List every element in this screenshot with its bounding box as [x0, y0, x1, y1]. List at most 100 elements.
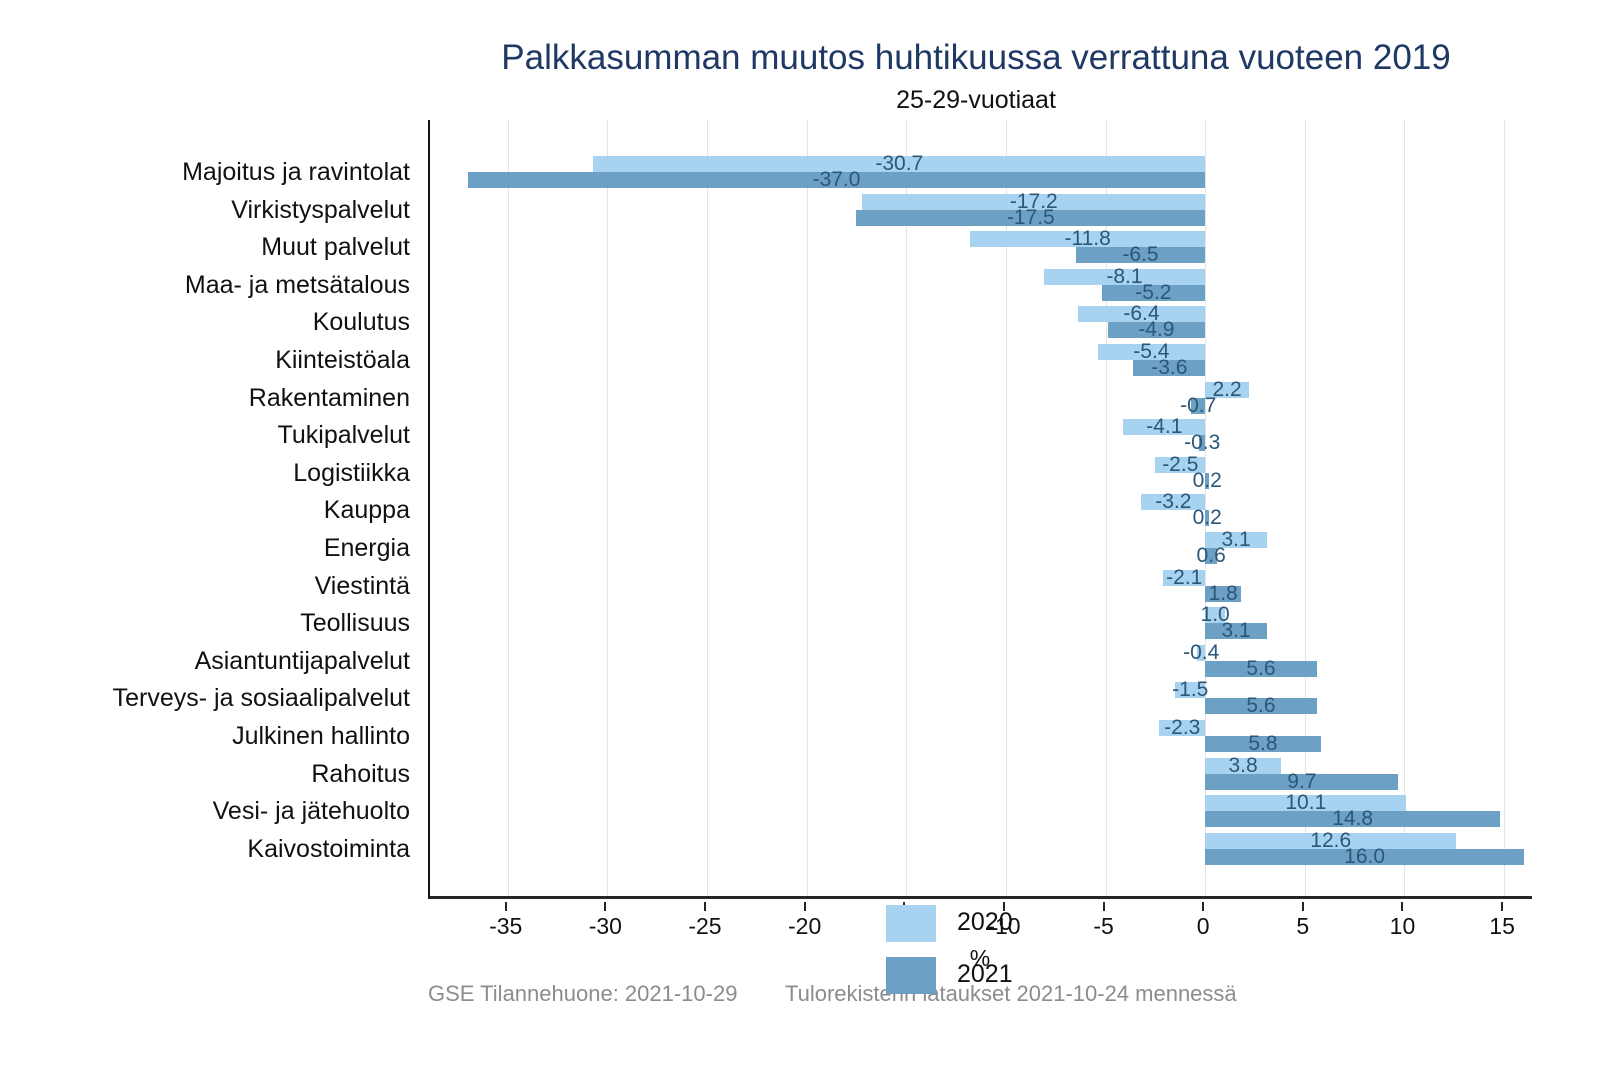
value-label-2020-1: -30.7: [875, 152, 924, 175]
category-label-3: Muut palvelut: [261, 233, 410, 262]
bar-2021-15: [1205, 698, 1317, 715]
bar-2020-13: [1205, 607, 1226, 624]
tick-mark-10: [1401, 902, 1404, 911]
tick-mark-0: [1202, 902, 1205, 911]
category-label-19: Kaivostoiminta: [247, 834, 410, 863]
category-label-13: Teollisuus: [300, 609, 410, 638]
footer-source-right: Tulorekisterin lataukset 2021-10-24 menn…: [785, 981, 1237, 1006]
gridline--15: [906, 120, 908, 896]
gridline-10: [1404, 120, 1406, 896]
tick-mark--25: [703, 902, 706, 911]
value-label-2020-9: -2.5: [1162, 452, 1199, 476]
value-label-2020-16: -2.3: [1164, 716, 1201, 739]
tick-label--25: -25: [688, 913, 722, 939]
tick-mark--30: [604, 902, 607, 911]
bar-2021-9: [1205, 472, 1210, 489]
value-label-2020-3: -11.8: [1064, 227, 1111, 251]
bar-2020-10: [1141, 494, 1206, 511]
legend-label-2020: 2020: [957, 908, 1013, 936]
category-label-16: Julkinen hallinto: [232, 722, 410, 750]
chart-title: Palkkasumman muutos huhtikuussa verrattu…: [501, 38, 1451, 77]
category-label-6: Kiinteistöala: [275, 346, 410, 374]
bar-2020-8: [1123, 419, 1206, 436]
value-label-2021-15: 5.6: [1246, 694, 1276, 718]
bar-2020-6: [1097, 344, 1206, 360]
value-label-2021-12: 1.8: [1208, 581, 1238, 605]
value-label-2021-14: 5.6: [1246, 656, 1276, 680]
value-label-2021-9: 0.2: [1192, 468, 1222, 492]
category-label-7: Rakentaminen: [248, 383, 410, 412]
value-label-2020-17: 3.8: [1228, 753, 1258, 777]
value-label-2021-18: 14.8: [1332, 807, 1374, 831]
bar-2021-16: [1205, 736, 1321, 752]
value-label-2021-7: -0.7: [1180, 393, 1217, 417]
gridline-5: [1304, 120, 1306, 896]
value-label-2020-12: -2.1: [1166, 565, 1203, 589]
value-label-2020-5: -6.4: [1123, 302, 1160, 326]
bar-2020-3: [970, 231, 1206, 248]
category-label-1: Majoitus ja ravintolat: [182, 158, 410, 186]
gridline--25: [706, 120, 708, 896]
tick-mark-5: [1301, 902, 1304, 911]
bar-2021-8: [1199, 435, 1206, 452]
bar-2020-12: [1163, 569, 1206, 586]
category-label-14: Asiantuntijapalvelut: [194, 646, 410, 675]
value-label-2020-14: -0.4: [1183, 640, 1220, 664]
bar-2020-7: [1205, 381, 1250, 398]
value-label-2021-2: -17.5: [1006, 205, 1055, 229]
value-label-2020-8: -4.1: [1146, 415, 1183, 439]
category-label-9: Logistiikka: [293, 458, 410, 487]
y-axis-category-labels: Majoitus ja ravintolat Virkistyspalvelut M…: [0, 120, 410, 899]
bar-2020-15: [1175, 682, 1206, 699]
value-label-2020-7: 2.2: [1212, 377, 1242, 401]
category-label-12: Viestintä: [314, 571, 410, 600]
bar-2020-19: [1205, 832, 1457, 849]
bar-2020-5: [1077, 306, 1206, 323]
tick-label--30: -30: [588, 913, 622, 939]
value-label-2021-5: -4.9: [1138, 318, 1175, 342]
gridline--20: [806, 120, 808, 896]
chart-subtitle: 25-29-vuotiaat: [896, 86, 1056, 114]
plot-area: 2020 2021 -30.7 -37.0 -17.2 -17.5 -11.8 -6.5-…: [428, 120, 1532, 994]
tick-mark-15: [1501, 902, 1504, 911]
gridline--30: [607, 120, 609, 896]
category-label-8: Tukipalvelut: [277, 421, 410, 450]
tick-mark--20: [803, 902, 806, 911]
tick-label-15: 15: [1489, 913, 1515, 939]
tick-mark--5: [1102, 902, 1105, 911]
bar-2020-16: [1159, 720, 1206, 736]
bar-2021-11: [1205, 548, 1218, 564]
value-label-2020-13: 1.0: [1200, 603, 1230, 627]
value-label-2021-6: -3.6: [1151, 356, 1188, 379]
category-label-17: Rahoitus: [311, 759, 410, 788]
category-label-5: Koulutus: [312, 308, 410, 337]
value-label-2020-2: -17.2: [1009, 189, 1058, 213]
value-label-2020-18: 10.1: [1285, 791, 1327, 815]
category-label-18: Vesi- ja jätehuolto: [212, 797, 410, 826]
bar-2021-1: [467, 172, 1206, 188]
value-label-2020-19: 12.6: [1310, 828, 1352, 852]
bar-2021-17: [1205, 773, 1399, 790]
value-label-2021-13: 3.1: [1221, 619, 1251, 643]
value-label-2021-10: 0.2: [1192, 506, 1222, 530]
bar-2021-12: [1205, 585, 1242, 602]
gridline--35: [507, 120, 509, 896]
category-label-11: Energia: [323, 534, 410, 562]
gridline-15: [1504, 120, 1506, 896]
tick-label--5: -5: [1093, 913, 1114, 939]
bar-2020-17: [1205, 757, 1281, 774]
bar-2021-14: [1205, 660, 1317, 677]
value-label-2020-6: -5.4: [1133, 340, 1170, 363]
legend-swatch-2020: [886, 905, 936, 942]
bar-2021-3: [1075, 247, 1206, 264]
tick-label-5: 5: [1296, 913, 1310, 939]
bar-2021-18: [1205, 811, 1501, 828]
value-label-2021-4: -5.2: [1135, 280, 1172, 304]
bar-2021-4: [1101, 284, 1206, 301]
tick-label--20: -20: [788, 913, 822, 939]
x-axis-title: %: [969, 945, 991, 971]
value-label-2021-19: 16.0: [1344, 844, 1386, 868]
bar-2021-19: [1205, 848, 1525, 865]
legend-swatch-2021: [886, 957, 936, 994]
bar-2020-4: [1043, 268, 1206, 285]
